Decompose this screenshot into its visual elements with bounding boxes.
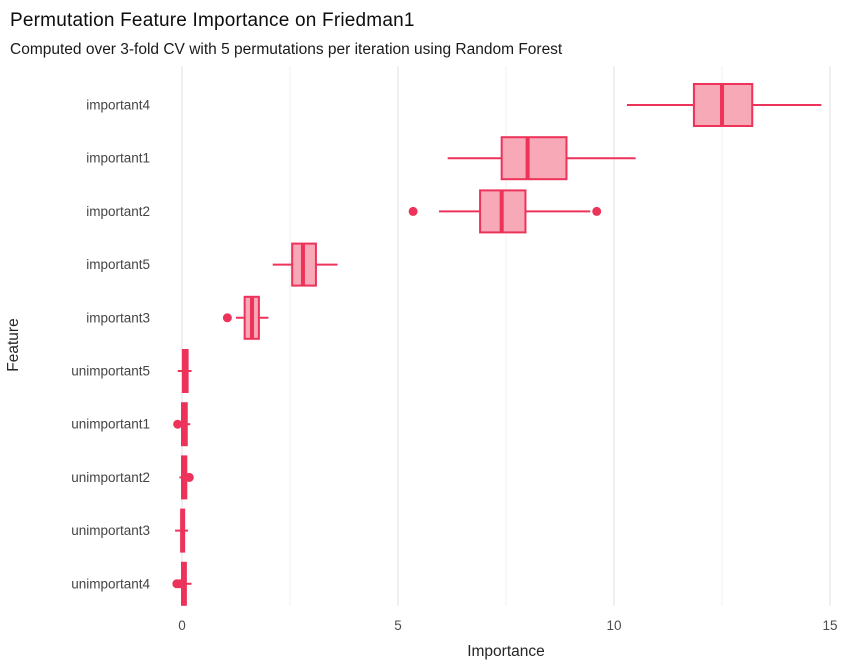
box-important1 xyxy=(500,136,568,181)
outlier-important2 xyxy=(408,206,418,216)
y-tick-label-unimportant1: unimportant1 xyxy=(71,417,150,432)
y-tick-label-unimportant3: unimportant3 xyxy=(71,523,150,538)
x-tick-label-0: 0 xyxy=(178,618,186,633)
x-tick-label-5: 5 xyxy=(394,618,402,633)
y-tick-label-unimportant2: unimportant2 xyxy=(71,470,150,485)
outlier-unimportant1 xyxy=(173,419,183,429)
outlier-unimportant4 xyxy=(175,579,185,589)
y-tick-label-important2: important2 xyxy=(86,204,150,219)
axis-layer: 0 5 10 15 important4 important1 important2 impo… xyxy=(71,98,837,634)
y-tick-label-important1: important1 xyxy=(86,151,150,166)
y-tick-label-unimportant5: unimportant5 xyxy=(71,364,150,379)
y-axis-label: Feature xyxy=(5,318,22,371)
outlier-unimportant2 xyxy=(184,472,194,482)
chart-title: Permutation Feature Importance on Friedm… xyxy=(10,10,415,31)
y-tick-label-important4: important4 xyxy=(86,98,150,113)
x-axis-label: Importance xyxy=(467,643,545,660)
y-tick-label-important5: important5 xyxy=(86,257,150,272)
outlier-important2 xyxy=(592,206,602,216)
boxplot-layer xyxy=(172,83,822,606)
chart-subtitle: Computed over 3-fold CV with 5 permutati… xyxy=(10,41,563,58)
y-tick-label-important3: important3 xyxy=(86,310,150,325)
x-tick-label-15: 15 xyxy=(822,618,837,633)
y-tick-label-unimportant4: unimportant4 xyxy=(71,576,150,591)
x-tick-label-10: 10 xyxy=(606,618,621,633)
outlier-important3 xyxy=(222,313,232,323)
